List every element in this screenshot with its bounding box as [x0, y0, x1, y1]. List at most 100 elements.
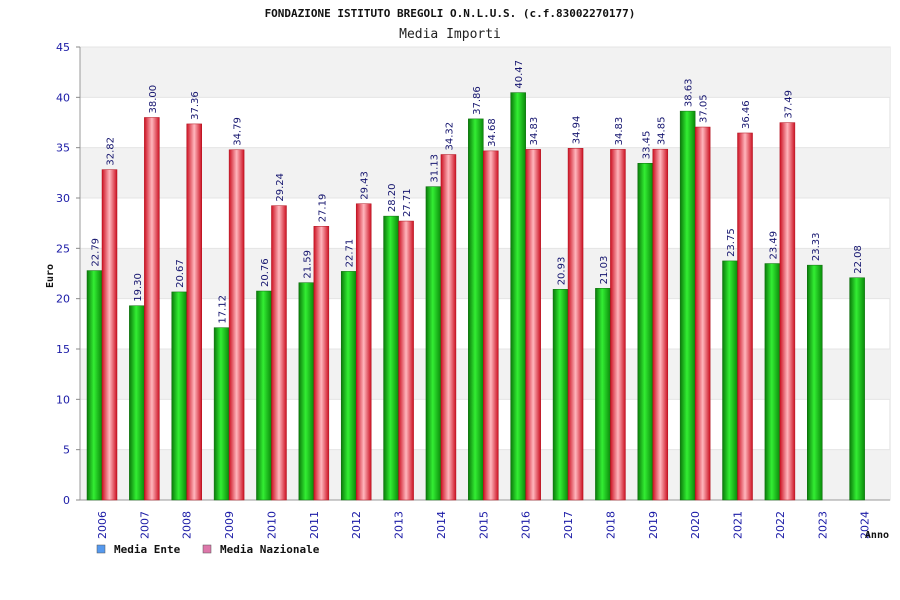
bar-media-ente [298, 282, 315, 501]
data-label: 33.45 [641, 131, 652, 160]
data-label: 28.20 [387, 183, 398, 212]
x-tick-label: 2019 [647, 511, 660, 539]
bar-media-nazionale [737, 132, 753, 501]
x-tick-label: 2014 [435, 511, 448, 539]
bar-media-nazionale [440, 154, 457, 501]
x-tick-label: 2012 [350, 511, 363, 539]
y-tick-label: 45 [56, 41, 70, 54]
bar-media-nazionale [567, 148, 584, 501]
data-label: 17.12 [218, 295, 229, 324]
data-label: 29.43 [360, 171, 371, 200]
legend: Media Ente Media Nazionale [96, 543, 320, 556]
chart-subtitle: Media Importi [399, 27, 501, 42]
data-label: 34.32 [444, 122, 455, 151]
x-tick-label: 2013 [393, 511, 406, 539]
y-tick-label: 15 [56, 343, 70, 356]
y-tick-label: 5 [63, 444, 70, 457]
bar-media-nazionale [355, 203, 372, 501]
bar-media-ente [425, 186, 442, 501]
data-label: 27.19 [317, 194, 328, 223]
y-tick-label: 35 [56, 142, 70, 155]
data-label: 37.05 [699, 94, 710, 123]
bar-media-ente [679, 110, 696, 501]
data-label: 34.83 [614, 117, 625, 146]
x-tick-label: 2009 [223, 511, 236, 539]
x-axis-label: Anno [865, 530, 889, 541]
x-tick-label: 2015 [477, 511, 490, 539]
bar-media-nazionale [779, 122, 796, 501]
data-label: 22.79 [91, 238, 102, 267]
data-label: 22.08 [853, 245, 864, 274]
data-label: 34.68 [487, 118, 498, 147]
y-axis-label: Euro [45, 264, 56, 288]
data-label: 32.82 [106, 137, 117, 166]
bar-media-ente [340, 271, 357, 501]
bar-media-nazionale [398, 220, 414, 501]
x-tick-label: 2017 [562, 511, 575, 539]
bar-media-nazionale [186, 123, 202, 501]
x-tick-label: 2008 [181, 511, 194, 539]
bar-media-ente [510, 92, 526, 501]
bar-media-ente [213, 327, 230, 501]
data-label: 34.79 [233, 117, 244, 146]
bar-media-nazionale [144, 117, 160, 501]
x-axis-ticks: 2006 2007 2008 2009 2010 2011 2012 2013 2014 2015… [96, 511, 872, 539]
x-tick-label: 2010 [265, 511, 278, 539]
bar-media-ente [383, 215, 399, 501]
bar-media-ente [86, 270, 103, 501]
y-tick-label: 40 [56, 91, 70, 104]
y-tick-label: 20 [56, 293, 70, 306]
data-label: 36.46 [741, 100, 752, 129]
data-label: 38.63 [684, 78, 695, 107]
bar-media-ente [171, 291, 187, 501]
y-tick-label: 25 [56, 242, 70, 255]
bars-layer: 22.79 32.82 19.30 38.00 20.67 37.36 17.12 34.79… [86, 60, 865, 501]
data-label: 27.71 [402, 188, 413, 217]
legend-label: Media Nazionale [220, 543, 320, 556]
bar-media-ente [595, 288, 611, 501]
bar-media-nazionale [228, 149, 245, 501]
x-tick-label: 2011 [308, 511, 321, 539]
bar-media-nazionale [483, 150, 499, 501]
data-label: 34.85 [656, 117, 667, 146]
data-label: 31.13 [429, 154, 440, 183]
data-label: 37.49 [783, 90, 794, 119]
y-tick-label: 30 [56, 192, 70, 205]
data-label: 20.93 [557, 257, 568, 286]
bar-media-ente [637, 163, 654, 501]
bar-media-ente [807, 264, 823, 501]
y-tick-label: 0 [63, 494, 70, 507]
data-label: 37.36 [190, 91, 201, 120]
bar-media-nazionale [610, 149, 626, 501]
data-label: 34.83 [529, 117, 540, 146]
x-tick-label: 2007 [138, 511, 151, 539]
data-label: 19.30 [133, 273, 144, 302]
x-tick-label: 2023 [816, 511, 829, 539]
x-tick-label: 2018 [604, 511, 617, 539]
x-tick-label: 2024 [859, 511, 872, 539]
data-label: 20.67 [175, 259, 186, 288]
y-axis-ticks: 0 5 10 15 20 25 30 35 40 45 [56, 41, 80, 507]
data-label: 22.71 [345, 239, 356, 268]
bar-media-ente [552, 289, 569, 501]
data-label: 34.94 [572, 116, 583, 145]
bar-media-ente [468, 118, 484, 501]
x-tick-label: 2006 [96, 511, 109, 539]
bar-media-nazionale [652, 148, 669, 501]
x-tick-label: 2016 [520, 511, 533, 539]
data-label: 37.86 [472, 86, 483, 115]
bar-media-ente [722, 260, 738, 501]
legend-label: Media Ente [114, 543, 181, 556]
x-tick-label: 2021 [732, 511, 745, 539]
x-tick-label: 2020 [689, 511, 702, 539]
grid-band [80, 47, 890, 98]
data-label: 29.24 [275, 173, 286, 202]
data-label: 23.75 [726, 228, 737, 257]
bar-media-ente [849, 277, 865, 501]
bar-media-nazionale [101, 169, 118, 501]
bar-media-nazionale [694, 126, 711, 501]
bar-media-nazionale [525, 149, 541, 501]
legend-swatch [202, 544, 212, 554]
data-label: 20.76 [260, 258, 271, 287]
